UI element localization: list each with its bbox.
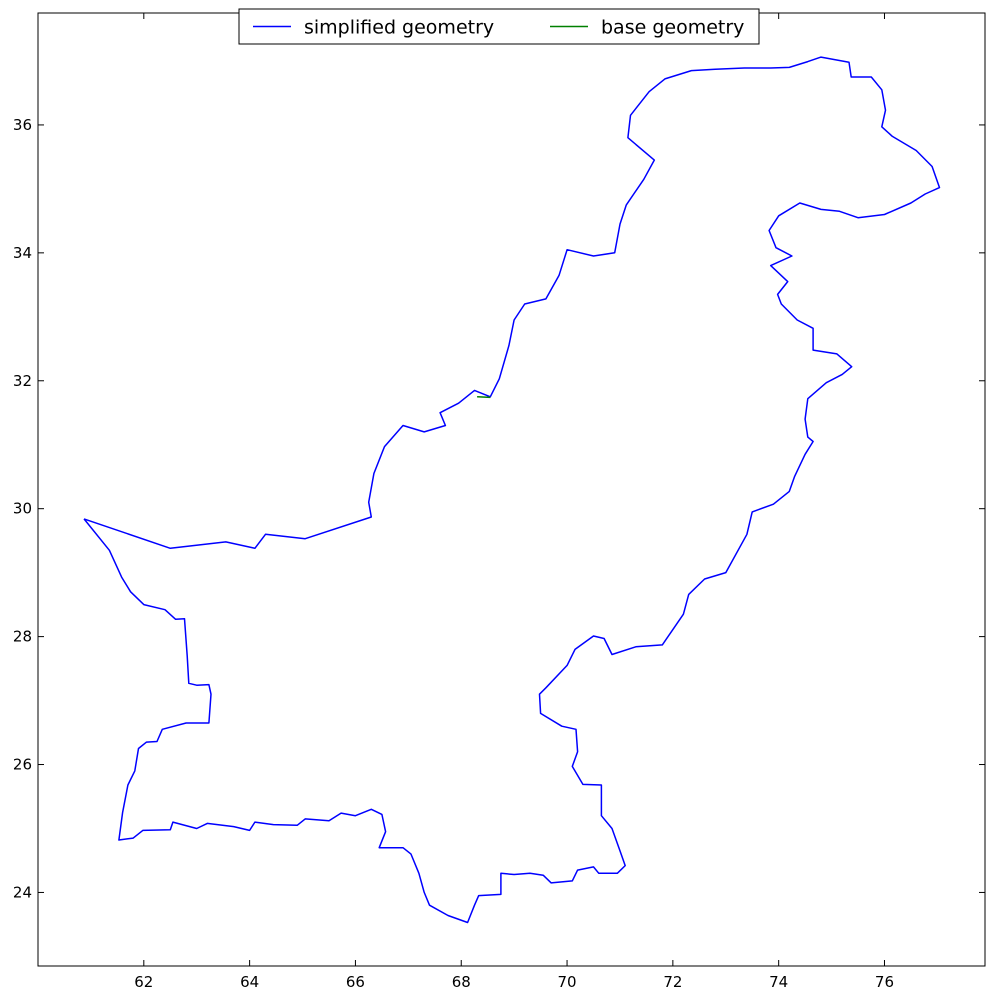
x-tick-label: 70: [558, 973, 577, 991]
legend-box: [238, 8, 760, 45]
x-tick-label: 68: [452, 973, 471, 991]
y-tick-label: 32: [13, 372, 32, 390]
series-line-0: [83, 56, 941, 924]
plot-frame: [37, 12, 986, 967]
series-line-1: [477, 396, 491, 399]
x-tick-label: 72: [663, 973, 682, 991]
x-tick-label: 62: [134, 973, 153, 991]
y-tick-label: 34: [13, 244, 32, 262]
series-layer: [83, 56, 941, 924]
x-tick-label: 76: [875, 973, 894, 991]
x-tick-label: 64: [240, 973, 259, 991]
x-tick-label: 74: [769, 973, 788, 991]
legend-label-0: simplified geometry: [304, 17, 494, 39]
y-tick-label: 36: [13, 116, 32, 134]
y-tick-label: 26: [13, 756, 32, 774]
legend-label-1: base geometry: [601, 17, 744, 39]
legend: simplified geometry base geometry: [238, 8, 760, 45]
y-tick-label: 28: [13, 628, 32, 646]
y-tick-label: 24: [13, 883, 32, 901]
axes-layer: 62 64 66 68 70 72 74 76 24 26 28 30 32 34 36: [13, 13, 985, 991]
x-tick-label: 66: [346, 973, 365, 991]
y-tick-label: 30: [13, 500, 32, 518]
